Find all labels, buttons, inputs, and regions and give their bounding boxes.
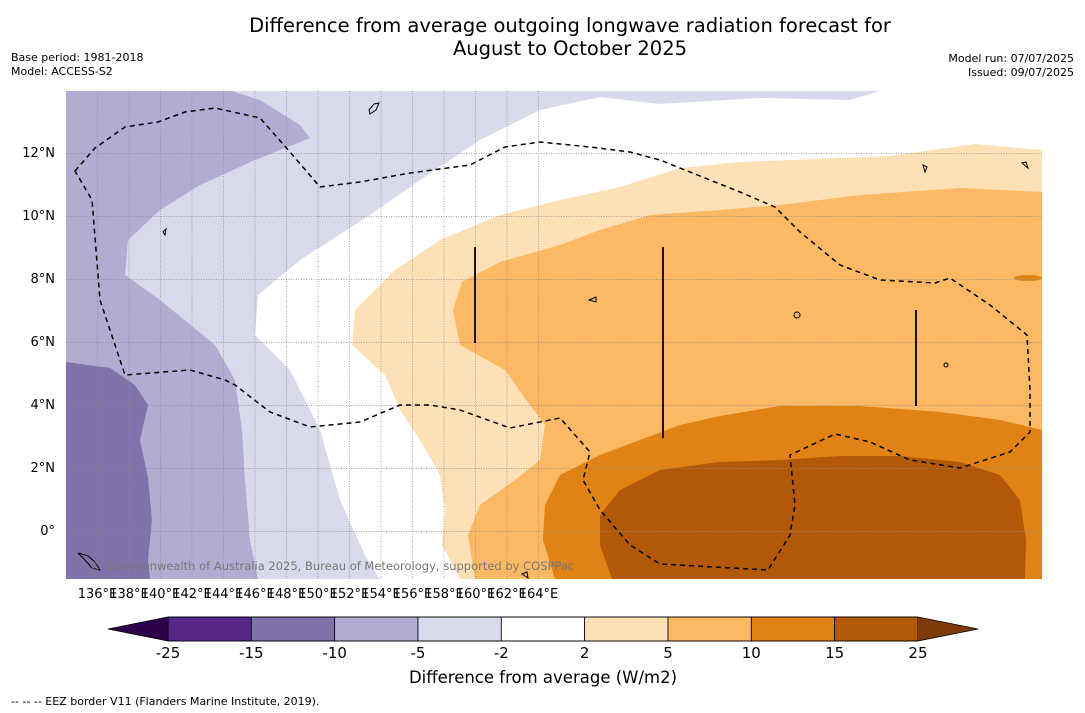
lat-label: 4°N	[30, 397, 56, 413]
lon-label: 138°E	[109, 587, 149, 602]
lon-label: 164°E	[518, 587, 559, 602]
islands	[77, 102, 1030, 580]
lon-label: 150°E	[298, 587, 338, 602]
colorbar-box	[667, 616, 752, 642]
band-15-25	[600, 456, 1026, 579]
lat-label: 6°N	[30, 334, 56, 350]
model-run: Model run: 07/07/2025	[948, 52, 1074, 65]
colorbar	[107, 616, 979, 642]
colorbar-box	[250, 616, 336, 642]
eez-border	[74, 107, 1031, 571]
copyright-notice: © Commonwealth of Australia 2025, Bureau…	[90, 559, 575, 573]
colorbar-tick-label: -15	[239, 644, 264, 662]
colorbar-tick-label: -25	[155, 644, 181, 662]
island-7	[1020, 161, 1030, 170]
colorbar-box	[750, 616, 836, 642]
colorbar-tick-label: 15	[825, 644, 845, 662]
colorbar-box	[584, 616, 669, 642]
lon-label: 152°E	[329, 587, 370, 602]
island-3	[943, 362, 949, 368]
colorbar-boxes	[167, 616, 919, 642]
island-5	[162, 227, 167, 237]
lon-label: 144°E	[203, 587, 244, 602]
title-line-2: August to October 2025	[452, 37, 688, 60]
title-line-1: Difference from average outgoing longwav…	[249, 14, 891, 37]
colorbar-box	[500, 616, 586, 642]
colorbar-title: Difference from average (W/m2)	[408, 668, 678, 687]
small-feature	[1014, 275, 1042, 281]
lon-label: 158°E	[424, 587, 464, 602]
lon-label: 146°E	[235, 587, 275, 602]
gridlines	[66, 91, 1042, 579]
colorbar-tick-label: 5	[663, 644, 673, 662]
anomaly-field	[66, 91, 1042, 579]
eez-footnote: -- -- -- EEZ border V11 (Flanders Marine…	[11, 695, 320, 708]
band-neg5-neg2	[66, 91, 880, 579]
lon-label: 136°E	[77, 587, 118, 602]
lat-label: 10°N	[22, 208, 55, 224]
colorbar-box	[167, 616, 252, 642]
island-6	[77, 552, 102, 571]
island-9	[520, 571, 529, 580]
colorbar-tick-label: -10	[322, 644, 347, 662]
lat-label: 0°	[40, 523, 55, 539]
lon-label: 154°E	[361, 587, 401, 602]
lat-label: 12°N	[22, 145, 55, 161]
colorbar-tick-label: 2	[579, 644, 590, 662]
lat-label: 8°N	[30, 271, 56, 287]
island-8	[922, 164, 928, 174]
border-segments	[474, 247, 917, 438]
lon-label: 162°E	[487, 587, 527, 602]
island-4	[587, 296, 597, 303]
meta-right: Model run: 07/07/2025 Issued: 09/07/2025	[948, 52, 1074, 80]
lon-label: 142°E	[172, 587, 212, 602]
colorbar-box	[334, 616, 419, 642]
colorbar-tick-label: 25	[908, 644, 928, 662]
colorbar-box	[417, 616, 502, 642]
lon-label: 160°E	[455, 587, 496, 602]
meta-left: Base period: 1981-2018 Model: ACCESS-S2	[11, 51, 143, 79]
colorbar-tick-label: -5	[410, 644, 426, 662]
lon-label: 156°E	[392, 587, 433, 602]
colorbar-outline	[107, 616, 979, 642]
colorbar-tick-label: -2	[493, 644, 509, 662]
model-name: Model: ACCESS-S2	[11, 65, 113, 78]
lat-label: 2°N	[30, 460, 56, 476]
base-period: Base period: 1981-2018	[11, 51, 144, 64]
colorbar-extend-low	[108, 617, 168, 641]
island-2	[793, 311, 801, 319]
colorbar-box	[834, 616, 919, 642]
band-neg15-neg10	[66, 362, 152, 579]
lon-label: 148°E	[266, 587, 307, 602]
issued-date: Issued: 09/07/2025	[967, 66, 1074, 79]
lon-label: 140°E	[140, 587, 181, 602]
island-1	[368, 102, 380, 115]
colorbar-extend-high	[918, 617, 978, 641]
colorbar-tick-label: 10	[741, 644, 761, 662]
map-title: Difference from average outgoing longwav…	[170, 14, 970, 60]
